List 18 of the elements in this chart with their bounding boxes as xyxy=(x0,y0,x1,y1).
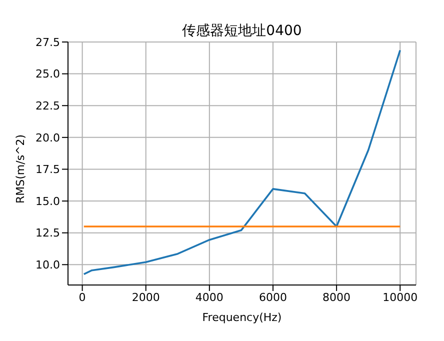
y-tick-label: 10.0 xyxy=(36,258,60,272)
x-tick-label: 10000 xyxy=(382,290,418,304)
y-tick-label: 25.0 xyxy=(36,68,60,81)
x-tick-label: 4000 xyxy=(195,290,224,304)
x-tick-label: 8000 xyxy=(322,290,351,304)
y-axis-title: RMS(m/s^2) xyxy=(14,134,27,204)
x-axis-title: Frequency(Hz) xyxy=(202,311,282,324)
x-tick-label: 2000 xyxy=(132,290,160,304)
line-series xyxy=(82,49,402,276)
y-tick-label: 17.5 xyxy=(36,163,60,176)
y-tick-label: 12.5 xyxy=(36,226,60,240)
chart-title: 传感器短地址0400 xyxy=(181,22,303,40)
x-tick-label: 0 xyxy=(78,290,86,304)
x-tick-label: 6000 xyxy=(258,290,287,304)
y-tick-label: 20.0 xyxy=(36,131,60,144)
y-tick-label: 22.5 xyxy=(36,100,60,113)
y-tick-label: 15.0 xyxy=(36,194,60,208)
y-tick-label: 27.5 xyxy=(36,36,60,49)
